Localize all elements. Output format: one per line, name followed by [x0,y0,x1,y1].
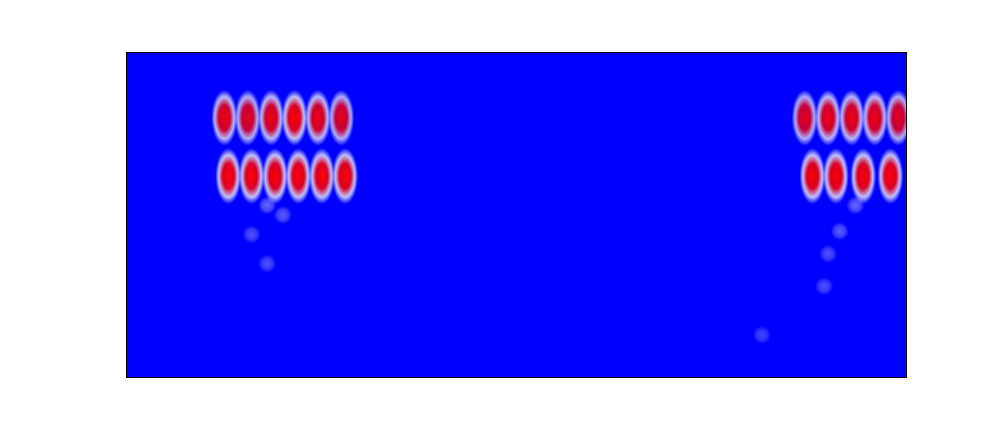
heatmap-cell [830,222,849,241]
heatmap-cell [822,148,849,205]
heatmap-cell [238,148,265,205]
heatmap-plot-area [126,52,907,378]
heatmap-cell [838,89,865,146]
heatmap-cell [234,89,261,146]
heatmap-cell [877,148,904,205]
heatmap-cell [885,89,906,146]
heatmap-cell [791,89,818,146]
heatmap-cell [752,325,771,344]
heatmap-canvas [127,53,906,377]
heatmap-cell [258,196,277,215]
heatmap-event-1 [211,89,359,273]
heatmap-cell [242,225,261,244]
heatmap-cell [285,148,312,205]
heatmap-cell [281,89,308,146]
heatmap-cell [304,89,331,146]
heatmap-marks [211,89,906,344]
heatmap-cell [328,89,355,146]
heatmap-cell [861,89,888,146]
heatmap-cell [215,148,242,205]
heatmap-cell [308,148,335,205]
heatmap-cell [211,89,238,146]
heatmap-cell [262,148,288,205]
heatmap-cell [850,148,877,205]
heatmap-cell [815,277,834,296]
heatmap-event-2 [752,89,906,344]
heatmap-cell [846,196,865,215]
heatmap-cell [799,148,826,205]
heatmap-cell [258,254,277,273]
heatmap-cell [819,244,838,263]
heatmap-cell [258,89,285,146]
heatmap-cell [332,148,359,205]
heatmap-cell [815,89,842,146]
heatmap-cell [273,206,292,224]
